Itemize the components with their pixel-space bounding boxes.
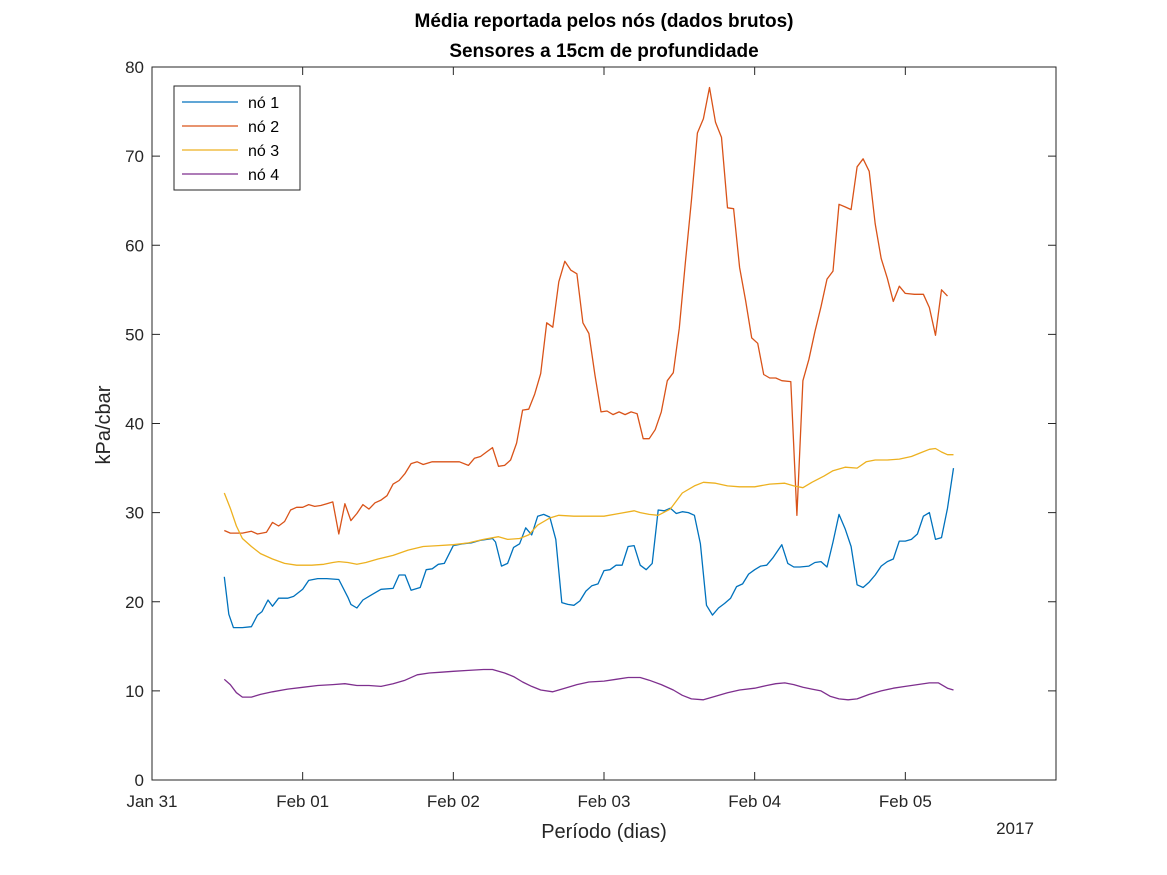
y-tick-label: 20 xyxy=(125,593,144,612)
chart-title: Média reportada pelos nós (dados brutos) xyxy=(415,11,794,32)
series-line-1 xyxy=(223,468,955,629)
x-axis-label: Período (dias) xyxy=(541,821,667,843)
y-tick-label: 80 xyxy=(125,58,144,77)
x-tick-label: Jan 31 xyxy=(126,792,177,811)
series-line-3 xyxy=(223,447,954,566)
y-tick-label: 10 xyxy=(125,682,144,701)
y-tick-label: 70 xyxy=(125,147,144,166)
legend-label: nó 1 xyxy=(248,95,279,112)
x-tick-label: Feb 01 xyxy=(276,792,329,811)
x-tick-label: Feb 05 xyxy=(879,792,932,811)
y-axis-label: kPa/cbar xyxy=(93,385,115,464)
series-line-2 xyxy=(224,86,948,535)
series-group xyxy=(223,86,955,701)
y-tick-label: 30 xyxy=(125,504,144,523)
x-axis-year-label: 2017 xyxy=(996,819,1034,838)
y-tick-label: 60 xyxy=(125,236,144,255)
axes: Jan 31 Feb 01 Feb 02 Feb 03 Feb 04 Feb 05 0 10 2… xyxy=(125,58,1057,811)
chart-subtitle: Sensores a 15cm de profundidade xyxy=(449,41,758,62)
legend: nó 1 nó 2 nó 3 nó 4 xyxy=(173,85,301,191)
y-tick-label: 0 xyxy=(135,771,144,790)
x-tick-label: Feb 04 xyxy=(728,792,781,811)
y-tick-label: 40 xyxy=(125,415,144,434)
legend-label: nó 2 xyxy=(248,119,279,136)
legend-label: nó 3 xyxy=(248,143,279,160)
y-tick-label: 50 xyxy=(125,325,144,344)
series-line-4 xyxy=(223,668,954,701)
legend-box xyxy=(173,85,301,191)
x-tick-label: Feb 02 xyxy=(427,792,480,811)
x-tick-label: Feb 03 xyxy=(578,792,631,811)
legend-label: nó 4 xyxy=(248,167,279,184)
